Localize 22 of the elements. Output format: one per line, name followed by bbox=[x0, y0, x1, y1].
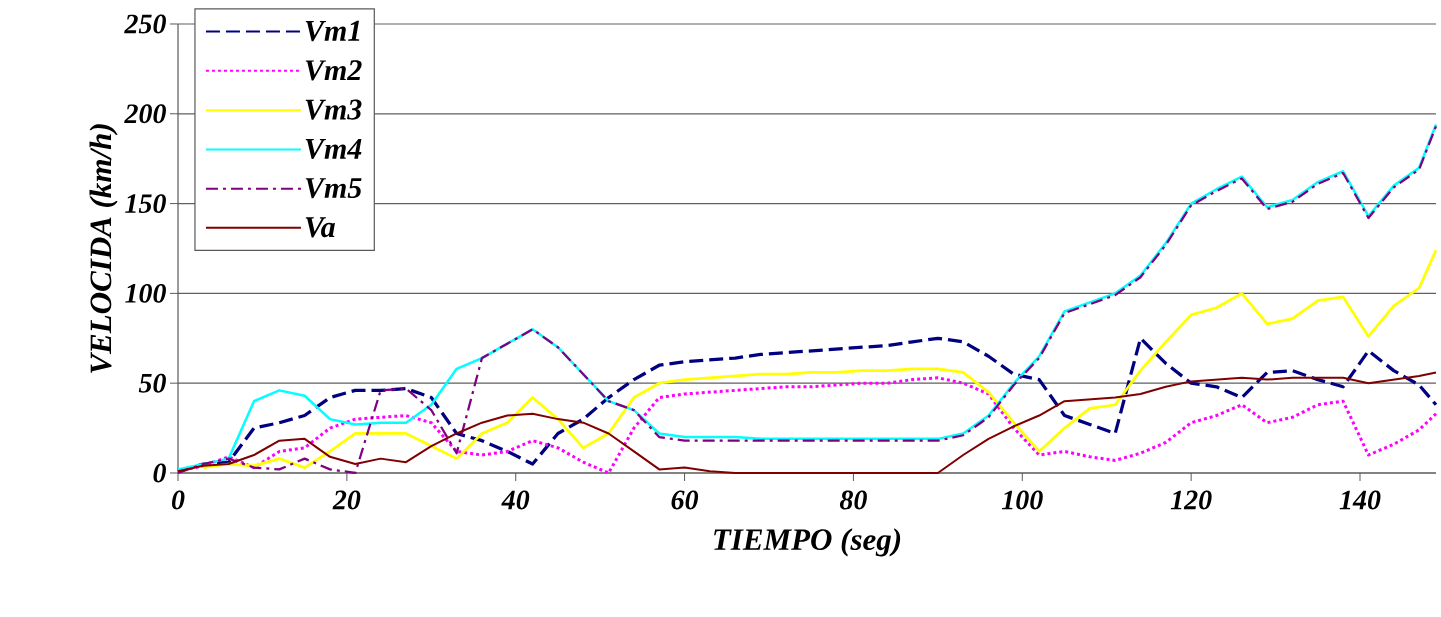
x-axis-title: TIEMPO (seg) bbox=[714, 528, 901, 557]
y-tick-label: 200 bbox=[124, 104, 166, 124]
legend-label: Vm5 bbox=[305, 178, 362, 199]
x-tick-label: 80 bbox=[839, 490, 867, 510]
x-tick-label: 40 bbox=[501, 490, 530, 510]
y-tick-label: 150 bbox=[125, 194, 166, 214]
y-tick-label: 250 bbox=[124, 14, 166, 34]
x-tick-label: 60 bbox=[671, 490, 699, 510]
legend-label: Vm1 bbox=[305, 20, 360, 42]
y-tick-label: 100 bbox=[125, 283, 166, 303]
y-tick-label: 0 bbox=[153, 463, 166, 483]
legend-label: Vm3 bbox=[305, 99, 362, 120]
x-tick-label: 20 bbox=[332, 490, 361, 510]
x-tick-label: 120 bbox=[1170, 490, 1212, 510]
y-axis-title: VELOCIDA (km/h) bbox=[89, 124, 118, 373]
legend-label: Vm4 bbox=[305, 138, 362, 160]
legend-label: Vm2 bbox=[305, 60, 362, 81]
x-tick-label: 100 bbox=[1001, 490, 1043, 510]
legend-label: Va bbox=[305, 217, 335, 238]
y-tick-label: 50 bbox=[138, 373, 166, 393]
x-tick-label: 0 bbox=[171, 490, 185, 510]
x-tick-label: 140 bbox=[1339, 490, 1381, 510]
